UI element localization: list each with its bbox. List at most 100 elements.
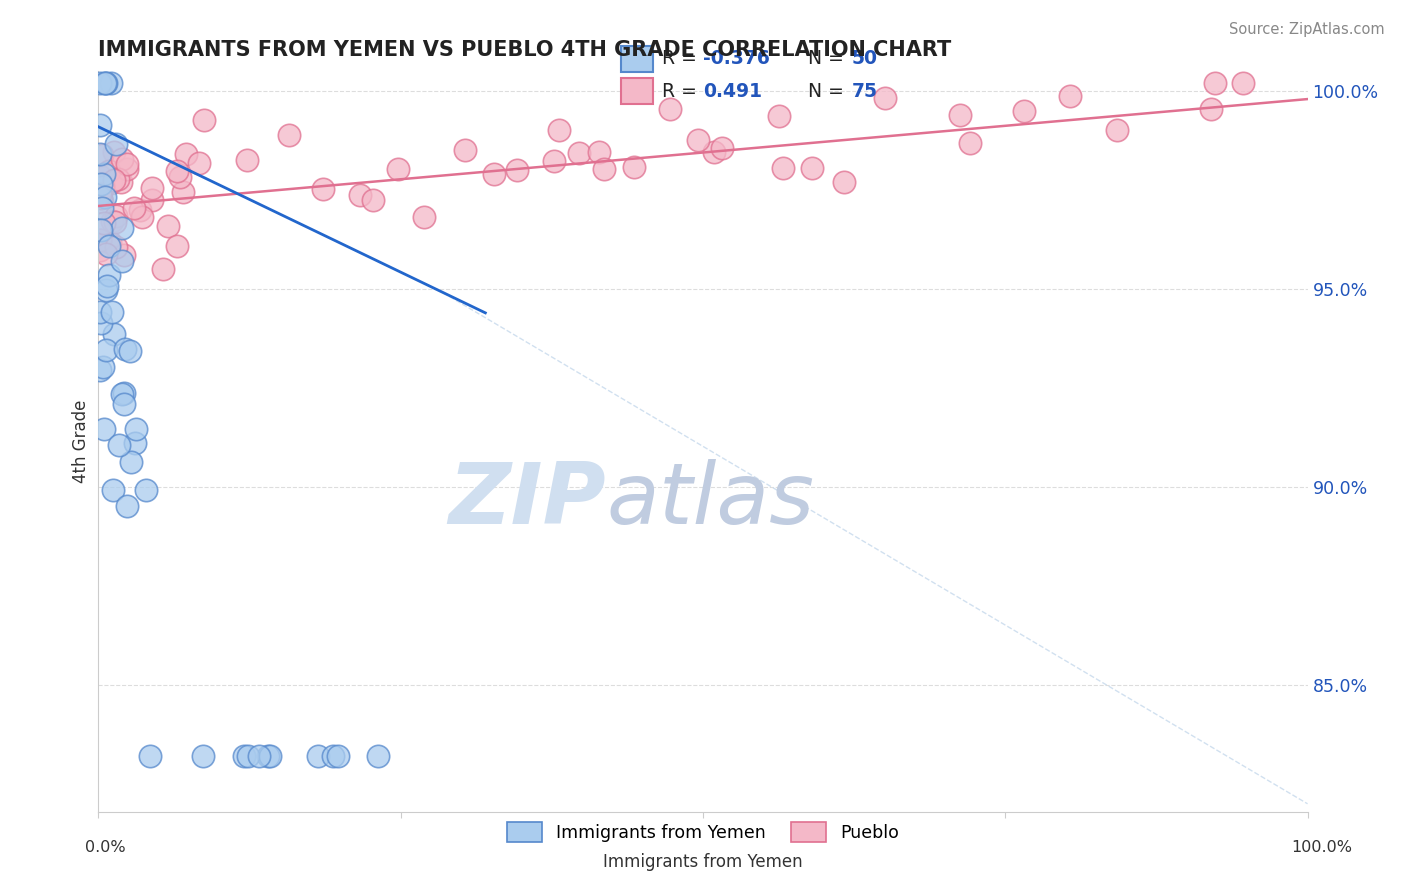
Point <box>124 422 146 436</box>
Point <box>89 233 111 247</box>
Point <box>108 438 131 452</box>
Point <box>94 343 117 357</box>
Point <box>131 210 153 224</box>
Point <box>172 185 194 199</box>
Point <box>326 749 349 764</box>
Point <box>90 317 112 331</box>
Text: 100.0%: 100.0% <box>1291 840 1353 855</box>
Point <box>832 175 855 189</box>
Point <box>94 76 117 90</box>
Text: R =: R = <box>662 81 703 101</box>
Point <box>120 455 142 469</box>
Point <box>110 175 132 189</box>
Text: 0.0%: 0.0% <box>86 840 125 855</box>
Point <box>139 749 162 764</box>
Point <box>349 187 371 202</box>
Text: 50: 50 <box>852 49 877 69</box>
Point <box>111 221 134 235</box>
Point <box>277 128 299 142</box>
Point <box>101 214 124 228</box>
Point <box>176 146 198 161</box>
Point <box>103 173 125 187</box>
Point <box>110 253 132 268</box>
Point <box>141 180 163 194</box>
Point <box>100 176 122 190</box>
Point <box>307 749 329 764</box>
Point <box>593 162 616 177</box>
Point <box>322 749 344 764</box>
Y-axis label: 4th Grade: 4th Grade <box>72 400 90 483</box>
Text: 0.491: 0.491 <box>703 81 762 101</box>
Point <box>1204 76 1226 90</box>
Point <box>94 247 117 261</box>
Point <box>98 239 121 253</box>
Point <box>128 203 150 218</box>
Point <box>90 177 112 191</box>
Point <box>238 749 260 764</box>
Point <box>122 201 145 215</box>
Point <box>387 161 409 176</box>
Point <box>91 360 114 375</box>
Point <box>236 153 259 167</box>
Point <box>91 179 114 194</box>
Point <box>703 145 725 160</box>
Point <box>101 483 124 497</box>
Point <box>568 145 591 160</box>
Point <box>152 262 174 277</box>
Point <box>115 156 138 170</box>
Point <box>367 749 389 764</box>
Point <box>257 749 280 764</box>
Text: -0.376: -0.376 <box>703 49 770 69</box>
Point <box>412 211 434 225</box>
Point <box>259 749 281 764</box>
FancyBboxPatch shape <box>621 45 652 72</box>
Point <box>768 109 790 123</box>
Point <box>482 167 505 181</box>
Point <box>1199 103 1222 117</box>
Point <box>801 161 824 175</box>
Point <box>247 749 270 764</box>
Point <box>89 233 111 247</box>
Point <box>94 190 117 204</box>
Point <box>89 186 111 201</box>
Point <box>188 156 211 170</box>
Point <box>112 397 135 411</box>
Point <box>89 305 111 319</box>
Point <box>89 362 111 376</box>
Point <box>120 343 142 358</box>
Point <box>1059 89 1081 103</box>
Text: IMMIGRANTS FROM YEMEN VS PUEBLO 4TH GRADE CORRELATION CHART: IMMIGRANTS FROM YEMEN VS PUEBLO 4TH GRAD… <box>98 40 952 60</box>
Point <box>93 167 115 181</box>
Point <box>110 153 132 167</box>
Point <box>103 326 125 341</box>
Point <box>98 235 121 249</box>
Point <box>166 239 188 253</box>
Point <box>112 247 135 261</box>
Point <box>96 278 118 293</box>
Point <box>104 209 127 223</box>
Point <box>90 223 112 237</box>
FancyBboxPatch shape <box>621 78 652 104</box>
Point <box>90 190 112 204</box>
Point <box>169 170 191 185</box>
Point <box>107 172 129 186</box>
Text: N =: N = <box>808 49 849 69</box>
Text: Source: ZipAtlas.com: Source: ZipAtlas.com <box>1229 22 1385 37</box>
Point <box>104 215 127 229</box>
Point <box>124 435 146 450</box>
Text: Immigrants from Yemen: Immigrants from Yemen <box>603 853 803 871</box>
Point <box>505 162 527 177</box>
Point <box>588 145 610 160</box>
Point <box>157 219 180 233</box>
Point <box>93 216 115 230</box>
Point <box>361 193 384 207</box>
Point <box>93 76 115 90</box>
Point <box>193 112 215 127</box>
Point <box>959 136 981 151</box>
Text: R =: R = <box>662 49 703 69</box>
Point <box>89 118 111 132</box>
Point <box>98 164 121 178</box>
Point <box>100 76 122 90</box>
Point <box>772 161 794 175</box>
Point <box>135 483 157 497</box>
